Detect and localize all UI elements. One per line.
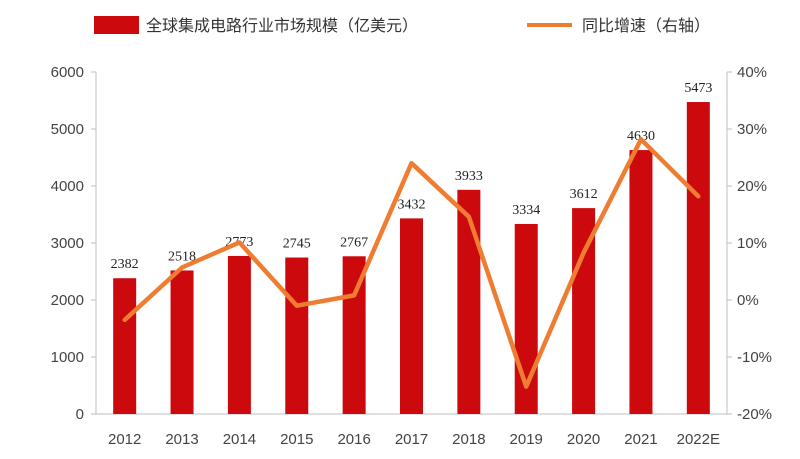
x-tick-label: 2014 [223, 431, 256, 448]
bar-data-label: 3334 [512, 203, 540, 218]
bar-data-label: 2745 [283, 237, 311, 252]
x-tick-label: 2022E [677, 431, 720, 448]
growth-rate-line [122, 137, 701, 389]
right-axis-ticks: -20% -10% 0% 10% 20% 30% 40% [727, 64, 772, 423]
x-tick-label: 2012 [108, 431, 141, 448]
left-axis-ticks: 0 1000 2000 3000 4000 5000 6000 [51, 64, 96, 423]
left-tick-label: 1000 [51, 349, 84, 366]
right-tick-label: 10% [737, 235, 767, 252]
right-tick-label: 30% [737, 121, 767, 138]
x-tick-label: 2018 [452, 431, 485, 448]
left-tick-label: 3000 [51, 235, 84, 252]
left-tick-label: 4000 [51, 178, 84, 195]
legend-label-market-size: 全球集成电路行业市场规模（亿美元） [146, 16, 418, 35]
bar-data-label: 5473 [684, 81, 712, 96]
x-tick-label: 2013 [165, 431, 198, 448]
bar-data-label: 4630 [627, 129, 655, 144]
right-tick-label: 20% [737, 178, 767, 195]
left-tick-label: 2000 [51, 292, 84, 309]
bar-series [113, 102, 710, 414]
legend: 全球集成电路行业市场规模（亿美元） 同比增速（右轴） [94, 16, 710, 35]
right-tick-label: 40% [737, 64, 767, 81]
x-tick-label: 2015 [280, 431, 313, 448]
bar [113, 278, 137, 414]
bar-data-label: 2767 [340, 235, 368, 250]
legend-label-growth-rate: 同比增速（右轴） [582, 16, 710, 35]
bar [227, 255, 251, 414]
x-tick-label: 2019 [510, 431, 543, 448]
bar [285, 257, 309, 414]
bar-data-label: 2518 [168, 249, 196, 264]
x-tick-label: 2020 [567, 431, 600, 448]
right-tick-label: -20% [737, 406, 772, 423]
bar-data-label: 2382 [111, 257, 139, 272]
x-tick-label: 2017 [395, 431, 428, 448]
bar-data-label: 3432 [398, 197, 426, 212]
line-series [122, 137, 701, 389]
bar [170, 270, 194, 414]
bar-data-label: 3933 [455, 169, 483, 184]
bar [686, 102, 710, 414]
bar [572, 208, 596, 414]
left-tick-label: 6000 [51, 64, 84, 81]
bar-data-label: 3612 [570, 187, 598, 202]
bar [457, 189, 481, 414]
x-tick-label: 2021 [624, 431, 657, 448]
legend-swatch-market-size [94, 16, 139, 34]
x-tick-label: 2016 [337, 431, 370, 448]
right-tick-label: 0% [737, 292, 759, 309]
x-axis-ticks: 2012 2013 2014 2015 2016 2017 2018 2019 2020 2021… [108, 431, 720, 448]
bar [629, 150, 653, 414]
left-tick-label: 5000 [51, 121, 84, 138]
right-tick-label: -10% [737, 349, 772, 366]
left-tick-label: 0 [76, 406, 84, 423]
bar [400, 218, 423, 414]
